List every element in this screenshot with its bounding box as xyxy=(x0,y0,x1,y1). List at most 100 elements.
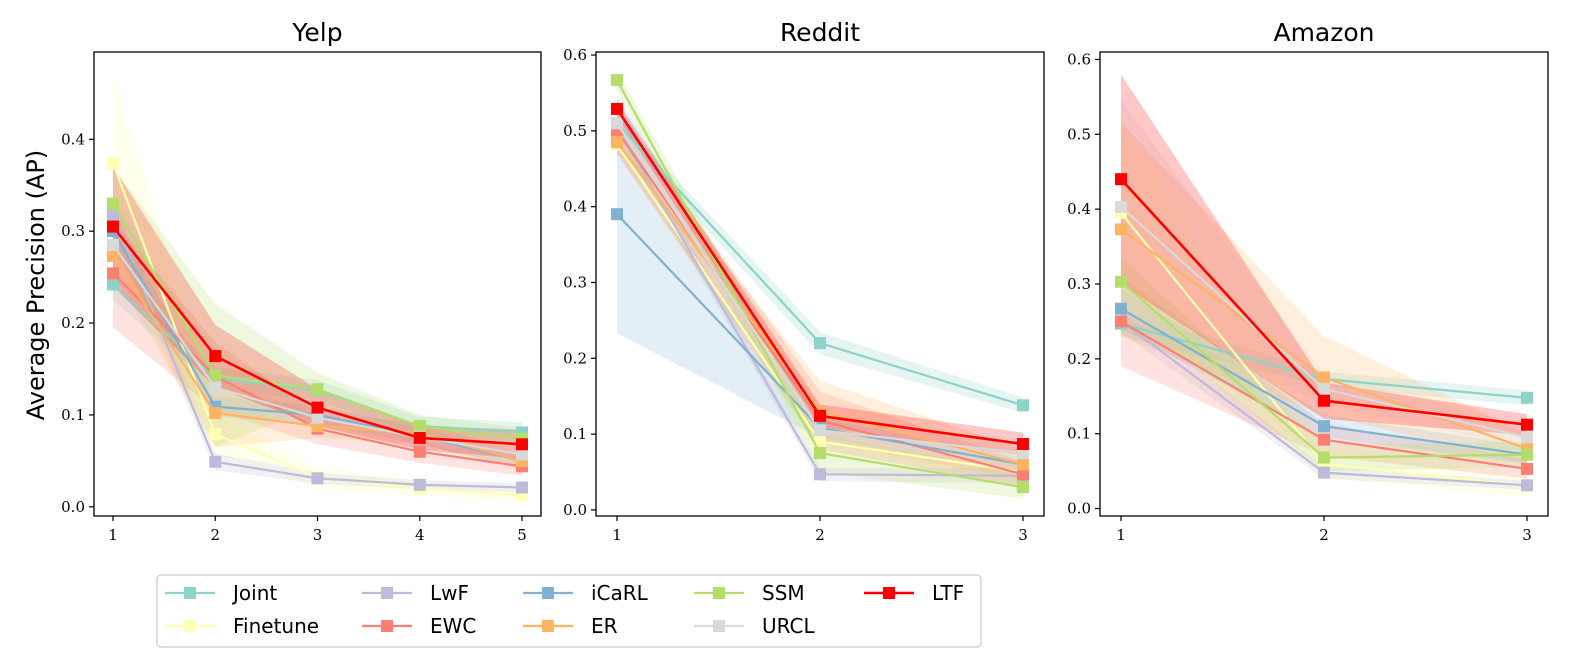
marker-lwf-yelp-4 xyxy=(413,478,426,491)
panel-title-reddit: Reddit xyxy=(780,18,860,47)
legend-entry-ssm: SSM xyxy=(694,581,805,605)
marker-ssm-yelp-2 xyxy=(209,369,222,382)
legend-label-joint: Joint xyxy=(231,581,277,605)
marker-ssm-reddit-2 xyxy=(814,447,826,460)
marker-ssm-amazon-1 xyxy=(1115,275,1127,288)
xtick-label-reddit-2: 3 xyxy=(1018,526,1028,544)
ytick-label-amazon-4: 0.4 xyxy=(1067,200,1091,218)
marker-ltf-reddit-1 xyxy=(611,102,623,115)
legend-label-ewc: EWC xyxy=(430,614,476,638)
panel-yelp: Yelp 0.0 0.1 0.2 0.3 0.4 1 2 3 4 5 xyxy=(61,18,542,544)
xtick-label-yelp-1: 2 xyxy=(210,526,220,544)
panel-title-amazon: Amazon xyxy=(1273,18,1374,47)
legend-marker-joint xyxy=(184,587,196,599)
band-joint-amazon xyxy=(1121,310,1527,406)
ytick-label-reddit-0: 0.0 xyxy=(563,501,587,519)
legend-label-ssm: SSM xyxy=(762,581,805,605)
marker-lwf-reddit-2 xyxy=(814,468,826,481)
xtick-label-yelp-3: 4 xyxy=(415,526,425,544)
legend-label-icarl: iCaRL xyxy=(591,581,649,605)
marker-er-amazon-2 xyxy=(1318,371,1330,384)
marker-ewc-reddit-3 xyxy=(1017,468,1029,481)
y-axis-label: Average Precision (AP) xyxy=(22,150,50,421)
marker-ssm-yelp-1 xyxy=(107,197,119,210)
marker-ltf-amazon-1 xyxy=(1115,173,1127,186)
marker-ewc-amazon-2 xyxy=(1318,433,1330,446)
ytick-label-amazon-2: 0.2 xyxy=(1067,350,1091,368)
marker-er-amazon-1 xyxy=(1115,223,1127,236)
marker-finetune-reddit-2 xyxy=(814,435,826,448)
marker-ltf-yelp-4 xyxy=(413,431,426,444)
marker-finetune-yelp-2 xyxy=(209,428,222,441)
legend-marker-lwf xyxy=(381,587,393,599)
legend-label-urcl: URCL xyxy=(762,614,816,638)
ytick-label-yelp-3: 0.3 xyxy=(61,222,85,240)
legend-marker-icarl xyxy=(542,587,554,599)
legend-marker-er xyxy=(542,620,554,632)
band-urcl-yelp xyxy=(113,194,522,463)
band-icarl-reddit xyxy=(617,95,1023,472)
panel-reddit: Reddit 0.0 0.1 0.2 0.3 0.4 0.5 0.6 1 2 3 xyxy=(563,18,1045,544)
ytick-label-reddit-1: 0.1 xyxy=(563,425,587,443)
legend-marker-ewc xyxy=(381,620,393,632)
marker-ltf-yelp-1 xyxy=(107,220,119,233)
legend-entry-ltf: LTF xyxy=(864,581,964,605)
legend-marker-ltf xyxy=(883,587,895,599)
marker-urcl-yelp-1 xyxy=(107,239,119,251)
marker-urcl-amazon-2 xyxy=(1318,382,1330,395)
xtick-label-amazon-1: 2 xyxy=(1319,526,1329,544)
marker-urcl-amazon-1 xyxy=(1115,200,1127,213)
marker-urcl-reddit-2 xyxy=(814,424,826,437)
marker-icarl-amazon-1 xyxy=(1115,302,1127,315)
ytick-label-amazon-6: 0.6 xyxy=(1067,50,1091,68)
xtick-label-yelp-4: 5 xyxy=(517,526,527,544)
marker-joint-amazon-3 xyxy=(1521,391,1533,404)
ytick-label-yelp-4: 0.4 xyxy=(61,130,85,148)
ytick-label-reddit-6: 0.6 xyxy=(563,46,587,64)
marker-finetune-yelp-1 xyxy=(107,157,119,170)
ytick-label-amazon-5: 0.5 xyxy=(1067,125,1091,143)
xtick-label-amazon-0: 1 xyxy=(1116,526,1126,544)
legend-entry-joint: Joint xyxy=(165,581,277,605)
marker-er-reddit-1 xyxy=(611,136,623,149)
legend-label-finetune: Finetune xyxy=(233,614,319,638)
marker-ltf-yelp-5 xyxy=(516,438,528,451)
marker-ltf-yelp-3 xyxy=(311,401,324,414)
legend-marker-finetune xyxy=(184,620,196,632)
marker-ssm-amazon-3 xyxy=(1521,448,1533,461)
marker-urcl-yelp-2 xyxy=(209,381,222,394)
legend: Joint Finetune LwF EWC iCaRL ER SSM URCL LTF xyxy=(156,574,982,648)
ytick-label-yelp-2: 0.2 xyxy=(61,314,85,332)
band-joint-reddit xyxy=(617,115,1023,413)
xtick-label-amazon-2: 3 xyxy=(1522,526,1532,544)
legend-label-er: ER xyxy=(591,614,618,638)
panel-title-yelp: Yelp xyxy=(291,18,342,47)
marker-icarl-reddit-1 xyxy=(611,208,623,221)
marker-er-yelp-1 xyxy=(107,250,119,262)
ytick-label-amazon-1: 0.1 xyxy=(1067,425,1091,443)
marker-lwf-amazon-3 xyxy=(1521,479,1533,492)
marker-ltf-reddit-3 xyxy=(1017,438,1029,450)
marker-joint-reddit-3 xyxy=(1017,399,1029,412)
ytick-label-yelp-1: 0.1 xyxy=(61,406,85,424)
marker-joint-yelp-1 xyxy=(107,278,119,291)
marker-ltf-reddit-2 xyxy=(814,409,826,422)
ytick-label-reddit-5: 0.5 xyxy=(563,122,587,140)
marker-ssm-yelp-4 xyxy=(413,420,426,432)
legend-entry-urcl: URCL xyxy=(694,614,816,638)
marker-lwf-yelp-5 xyxy=(516,481,528,494)
legend-entry-er: ER xyxy=(523,614,618,638)
legend-marker-ssm xyxy=(713,587,725,599)
panels: Yelp 0.0 0.1 0.2 0.3 0.4 1 2 3 4 5 Reddit 0.0 0.1 0.2 0… xyxy=(61,18,1549,544)
marker-ewc-yelp-4 xyxy=(413,445,426,458)
marker-lwf-amazon-2 xyxy=(1318,466,1330,479)
marker-lwf-yelp-1 xyxy=(107,208,119,221)
marker-er-reddit-3 xyxy=(1017,458,1029,471)
ytick-label-amazon-0: 0.0 xyxy=(1067,500,1091,518)
marker-ssm-reddit-1 xyxy=(611,74,623,87)
marker-urcl-yelp-3 xyxy=(311,411,324,424)
marker-ltf-amazon-3 xyxy=(1521,418,1533,431)
marker-ssm-reddit-3 xyxy=(1017,481,1029,494)
marker-er-yelp-2 xyxy=(209,407,222,420)
xtick-label-yelp-2: 3 xyxy=(313,526,323,544)
